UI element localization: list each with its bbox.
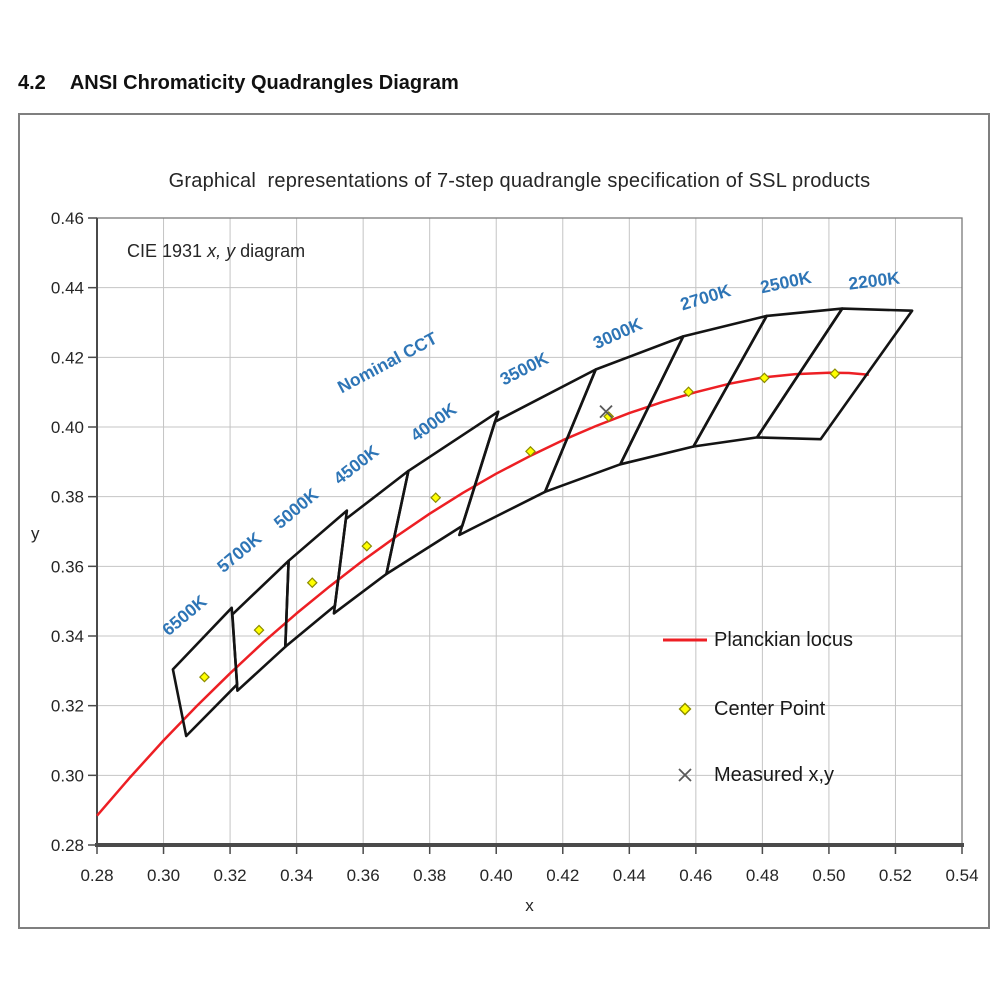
x-tick-label: 0.36 [347, 866, 380, 885]
y-axis-label: y [31, 524, 40, 543]
legend-item-center-point: Center Point [662, 694, 825, 724]
center-point-2200K [829, 368, 841, 380]
x-tick-label: 0.34 [280, 866, 313, 885]
cie-diagram-label: CIE 1931 x, y diagram [127, 241, 306, 261]
chart-title: Graphical representations of 7-step quad… [168, 170, 871, 192]
cct-label-2700K: 2700K [678, 280, 734, 314]
legend-label-measured-xy: Measured x,y [714, 763, 835, 786]
cct-label-3500K: 3500K [497, 348, 552, 389]
chart-figure-frame [18, 113, 990, 929]
x-tick-label: 0.44 [613, 866, 646, 885]
planckian-locus-line-icon [662, 625, 708, 655]
center-point-diamond-icon [662, 694, 708, 724]
center-point-3000K [603, 411, 615, 422]
x-tick-label: 0.54 [945, 866, 978, 885]
x-axis-label: x [525, 896, 534, 915]
center-point-5700K [253, 624, 265, 636]
y-tick-label: 0.46 [51, 209, 84, 228]
center-point-6500K [199, 671, 210, 683]
measured-point-0 [599, 405, 613, 419]
cct-label-4500K: 4500K [330, 441, 383, 489]
quadrangle-2200K [755, 307, 914, 441]
quadrangle-2700K [618, 314, 769, 466]
quadrangle-4500K [332, 469, 410, 615]
x-tick-label: 0.30 [147, 866, 180, 885]
x-tick-label: 0.50 [812, 866, 845, 885]
section-number: 4.2 [18, 72, 46, 94]
x-tick-label: 0.42 [546, 866, 579, 885]
section-title: ANSI Chromaticity Quadrangles Diagram [69, 72, 459, 94]
quadrangle-4000K [385, 410, 500, 576]
cct-label-2200K: 2200K [847, 268, 901, 294]
legend-item-planckian-locus: Planckian locus [662, 625, 853, 655]
center-point-4000K [430, 492, 442, 504]
center-point-2700K [683, 386, 694, 398]
cct-label-3000K: 3000K [590, 314, 646, 353]
center-point-2500K [758, 372, 770, 384]
y-tick-label: 0.38 [51, 488, 84, 507]
legend-item-measured-xy: Measured x,y [662, 760, 834, 790]
x-tick-label: 0.52 [879, 866, 912, 885]
quadrangle-5700K [231, 559, 290, 693]
quadrangle-3000K [543, 335, 685, 494]
y-tick-label: 0.40 [51, 418, 84, 437]
y-tick-label: 0.28 [51, 836, 84, 855]
legend-label-planckian-locus: Planckian locus [714, 628, 853, 651]
x-tick-label: 0.32 [214, 866, 247, 885]
x-tick-label: 0.40 [480, 866, 513, 885]
y-tick-label: 0.32 [51, 697, 84, 716]
y-tick-label: 0.36 [51, 557, 84, 576]
x-tick-label: 0.48 [746, 866, 779, 885]
section-heading: 4.2 ANSI Chromaticity Quadrangles Diagram [18, 72, 459, 95]
center-point-5000K [306, 577, 318, 589]
center-point-3500K [525, 445, 536, 457]
x-tick-label: 0.28 [80, 866, 113, 885]
x-tick-label: 0.38 [413, 866, 446, 885]
plot-border [96, 217, 963, 846]
cct-label-2500K: 2500K [758, 267, 813, 297]
measured-xy-cross-icon [662, 760, 708, 790]
y-tick-label: 0.34 [51, 627, 84, 646]
x-tick-label: 0.46 [679, 866, 712, 885]
cct-label-6500K: 6500K [158, 591, 211, 640]
y-tick-label: 0.44 [51, 279, 84, 298]
cct-label-5700K: 5700K [213, 528, 266, 577]
center-point-4500K [361, 540, 373, 552]
y-tick-label: 0.42 [51, 348, 84, 367]
cct-label-4000K: 4000K [407, 399, 461, 446]
y-tick-label: 0.30 [51, 766, 84, 785]
nominal-cct-label: Nominal CCT [334, 328, 441, 397]
legend-label-center-point: Center Point [714, 697, 826, 720]
